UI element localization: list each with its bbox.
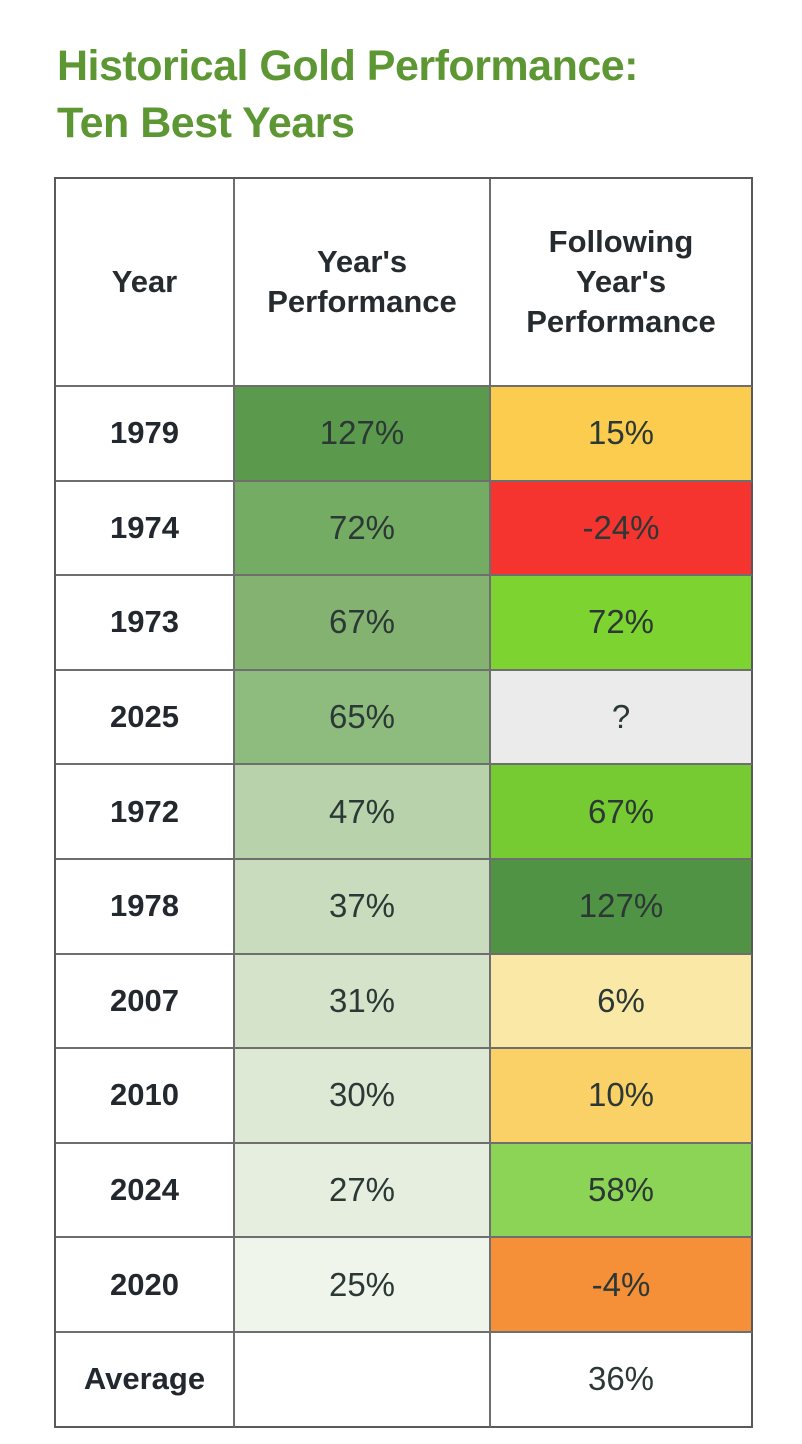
page-title-line1: Historical Gold Performance: (57, 42, 639, 90)
page-title: Historical Gold Performance: Ten Best Ye… (57, 38, 757, 152)
year-cell: 1974 (56, 481, 235, 577)
average-performance-cell (235, 1332, 491, 1428)
year-cell: 1979 (56, 387, 235, 482)
performance-cell: 65% (235, 670, 491, 766)
performance-cell: 47% (235, 765, 491, 860)
year-cell: 1978 (56, 859, 235, 955)
performance-cell: 127% (235, 387, 491, 482)
following-performance-cell: 127% (491, 859, 753, 955)
header-cell-following-performance: Following Year's Performance (491, 179, 753, 387)
following-performance-cell: 15% (491, 387, 753, 482)
following-performance-cell: -24% (491, 481, 753, 577)
average-label-cell: Average (56, 1332, 235, 1428)
performance-cell: 37% (235, 859, 491, 955)
following-performance-cell: 10% (491, 1049, 753, 1144)
following-performance-cell: ? (491, 670, 753, 766)
following-performance-cell: -4% (491, 1238, 753, 1333)
page-title-line2: Ten Best Years (57, 99, 355, 147)
performance-cell: 25% (235, 1238, 491, 1333)
year-cell: 1972 (56, 765, 235, 860)
following-performance-cell: 58% (491, 1143, 753, 1239)
year-cell: 1973 (56, 576, 235, 671)
following-performance-cell: 6% (491, 954, 753, 1050)
year-cell: 2024 (56, 1143, 235, 1239)
performance-cell: 27% (235, 1143, 491, 1239)
year-cell: 2020 (56, 1238, 235, 1333)
performance-cell: 30% (235, 1049, 491, 1144)
gold-performance-table: Year Year's Performance Following Year's… (54, 177, 753, 1428)
performance-cell: 72% (235, 481, 491, 577)
following-performance-cell: 67% (491, 765, 753, 860)
average-following-performance-cell: 36% (491, 1332, 753, 1428)
year-cell: 2025 (56, 670, 235, 766)
performance-cell: 31% (235, 954, 491, 1050)
year-cell: 2007 (56, 954, 235, 1050)
performance-cell: 67% (235, 576, 491, 671)
following-performance-cell: 72% (491, 576, 753, 671)
header-cell-performance: Year's Performance (235, 179, 491, 387)
header-cell-year: Year (56, 179, 235, 387)
year-cell: 2010 (56, 1049, 235, 1144)
